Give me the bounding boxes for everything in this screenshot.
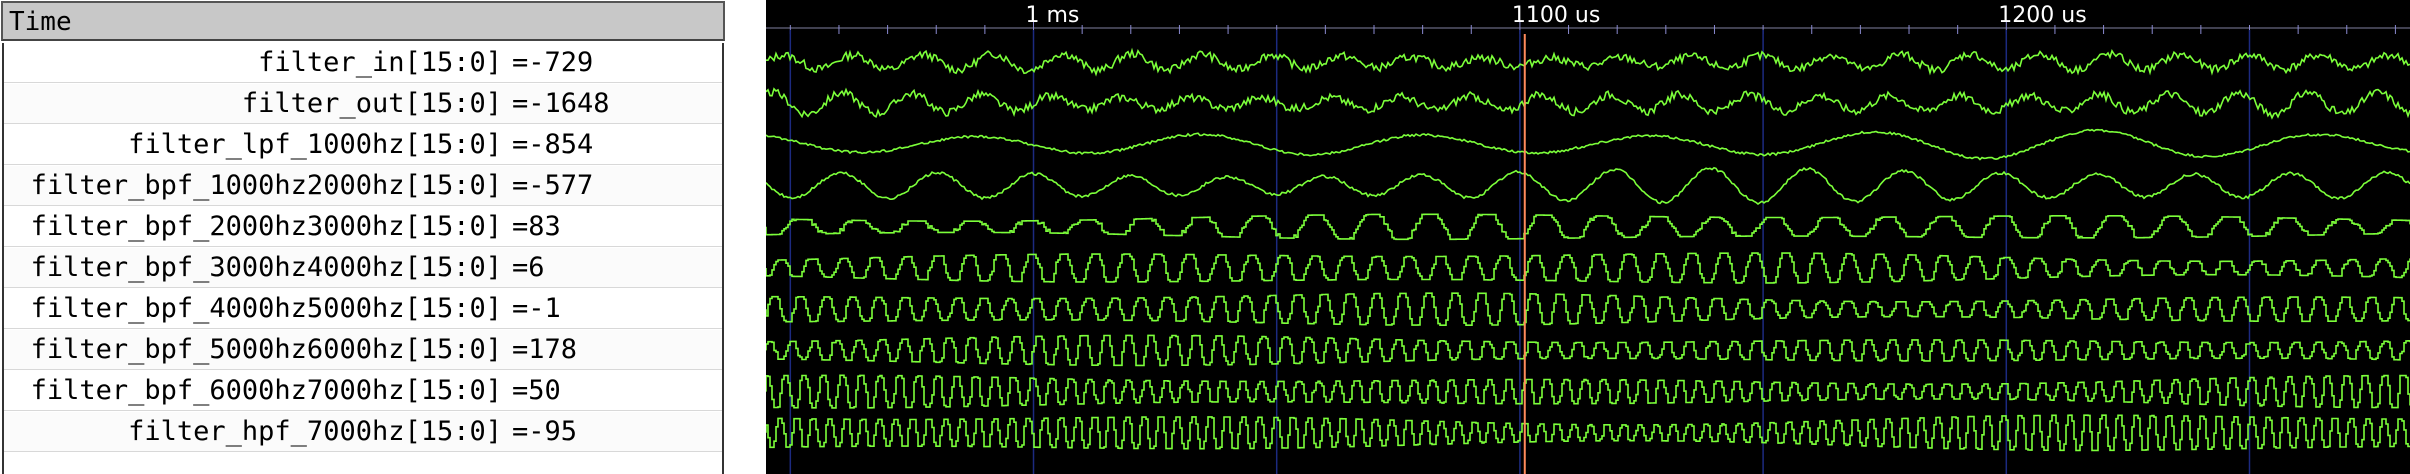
pane-splitter[interactable] xyxy=(727,0,766,474)
time-tick-label: 1200 us xyxy=(1998,3,2086,28)
signal-trace xyxy=(766,252,2410,284)
signal-trace xyxy=(766,334,2410,367)
signal-trace xyxy=(766,87,2410,120)
signal-value: =-577 xyxy=(512,170,594,201)
signal-row[interactable]: filter_lpf_1000hz[15:0] =-854 xyxy=(4,125,722,165)
waveform-canvas[interactable]: 1 ms 1100 us 1200 us xyxy=(766,0,2410,474)
time-column-header: Time xyxy=(1,1,725,41)
signal-value: =-1 xyxy=(512,293,561,324)
signal-row[interactable]: filter_in[15:0] =-729 xyxy=(4,43,722,83)
signal-name: filter_bpf_6000hz7000hz[15:0] xyxy=(30,375,502,406)
signal-row[interactable]: filter_bpf_1000hz2000hz[15:0] =-577 xyxy=(4,166,722,206)
signal-trace xyxy=(766,213,2410,241)
signal-name: filter_bpf_2000hz3000hz[15:0] xyxy=(30,211,502,242)
signal-value: =-729 xyxy=(512,47,594,78)
signal-panel: Time filter_in[15:0] =-729 filter_out[15:0… xyxy=(0,0,727,474)
signal-value: =-1648 xyxy=(512,88,610,119)
signal-value: =83 xyxy=(512,211,561,242)
signal-name: filter_bpf_3000hz4000hz[15:0] xyxy=(30,252,502,283)
signal-name: filter_in[15:0] xyxy=(258,47,502,78)
signal-trace xyxy=(766,166,2410,205)
signal-row[interactable]: filter_bpf_4000hz5000hz[15:0] =-1 xyxy=(4,289,722,329)
signal-name: filter_lpf_1000hz[15:0] xyxy=(128,129,502,160)
signal-row[interactable]: filter_bpf_2000hz3000hz[15:0] =83 xyxy=(4,207,722,247)
signal-name: filter_bpf_4000hz5000hz[15:0] xyxy=(30,293,502,324)
signal-trace xyxy=(766,47,2410,77)
signal-name: filter_bpf_5000hz6000hz[15:0] xyxy=(30,334,502,365)
signal-trace xyxy=(766,374,2410,409)
signal-name: filter_hpf_7000hz[15:0] xyxy=(128,416,502,447)
signal-row[interactable]: filter_hpf_7000hz[15:0] =-95 xyxy=(4,412,722,452)
signal-trace xyxy=(766,414,2410,452)
signal-row[interactable]: filter_bpf_6000hz7000hz[15:0] =50 xyxy=(4,371,722,411)
signal-value: =50 xyxy=(512,375,561,406)
waveform-panel[interactable]: 1 ms 1100 us 1200 us xyxy=(766,0,2410,474)
signal-value: =-95 xyxy=(512,416,578,447)
signal-name: filter_bpf_1000hz2000hz[15:0] xyxy=(30,170,502,201)
signal-value: =6 xyxy=(512,252,545,283)
signal-value: =-854 xyxy=(512,129,594,160)
time-tick-label: 1100 us xyxy=(1512,3,1600,28)
signal-row[interactable]: filter_out[15:0] =-1648 xyxy=(4,84,722,124)
signal-value: =178 xyxy=(512,334,578,365)
time-tick-label: 1 ms xyxy=(1026,3,1080,28)
signal-trace xyxy=(766,292,2410,326)
signal-list: filter_in[15:0] =-729 filter_out[15:0] =-16… xyxy=(2,43,724,474)
signal-trace xyxy=(766,128,2410,161)
signal-name: filter_out[15:0] xyxy=(241,88,502,119)
signal-row[interactable]: filter_bpf_3000hz4000hz[15:0] =6 xyxy=(4,248,722,288)
signal-row[interactable]: filter_bpf_5000hz6000hz[15:0] =178 xyxy=(4,330,722,370)
